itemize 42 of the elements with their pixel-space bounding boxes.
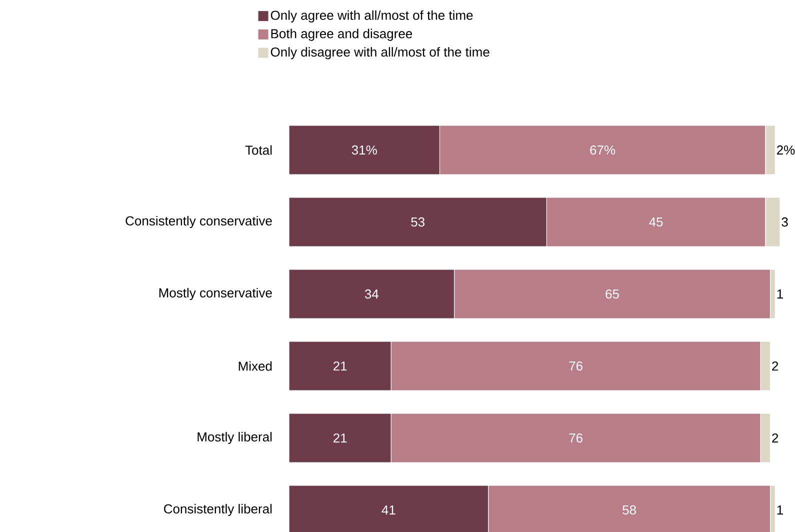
data-label: 41 — [382, 506, 396, 514]
y-tick-label: Mostly liberal — [198, 432, 272, 444]
y-tick-label: Total — [245, 145, 272, 155]
data-label: 65 — [606, 289, 619, 299]
bar — [288, 413, 392, 463]
data-label: 21 — [333, 361, 347, 371]
bar — [454, 269, 771, 319]
bar — [288, 197, 547, 247]
legend-label: Both agree and disagree — [271, 28, 412, 41]
bar — [546, 197, 766, 247]
bar — [760, 341, 771, 391]
bar — [770, 269, 776, 319]
y-tick-label: Mixed — [238, 361, 272, 371]
data-label: 53 — [411, 217, 424, 227]
bar — [288, 269, 455, 319]
bar — [288, 125, 440, 175]
data-label: 58 — [622, 505, 636, 515]
data-label: 2 — [772, 433, 778, 443]
data-label: 1 — [777, 290, 783, 298]
bar — [390, 341, 761, 391]
data-label: 2% — [776, 145, 795, 155]
bar — [765, 197, 780, 247]
data-label: 2 — [772, 361, 778, 371]
y-tick-label: Consistently conservative — [126, 216, 272, 228]
y-tick-label: Mostly conservative — [159, 288, 272, 300]
bar — [288, 341, 392, 391]
bar — [765, 125, 776, 175]
data-label: 1 — [777, 506, 783, 514]
bar — [439, 125, 766, 175]
data-label: 76 — [569, 361, 582, 371]
legend-label: Only disagree with all/most of the time — [270, 47, 490, 60]
data-label: 45 — [649, 217, 663, 227]
legend-label: Only agree with all/most of the time — [270, 10, 473, 22]
data-label: 34 — [364, 289, 378, 299]
bar — [760, 413, 771, 463]
data-label: 31% — [352, 145, 377, 155]
data-label: 67% — [590, 145, 616, 155]
data-label: 76 — [569, 433, 582, 443]
data-label: 21 — [333, 433, 347, 443]
y-tick-label: Consistently liberal — [164, 504, 272, 516]
bar — [390, 413, 761, 463]
data-label: 3 — [782, 217, 788, 227]
